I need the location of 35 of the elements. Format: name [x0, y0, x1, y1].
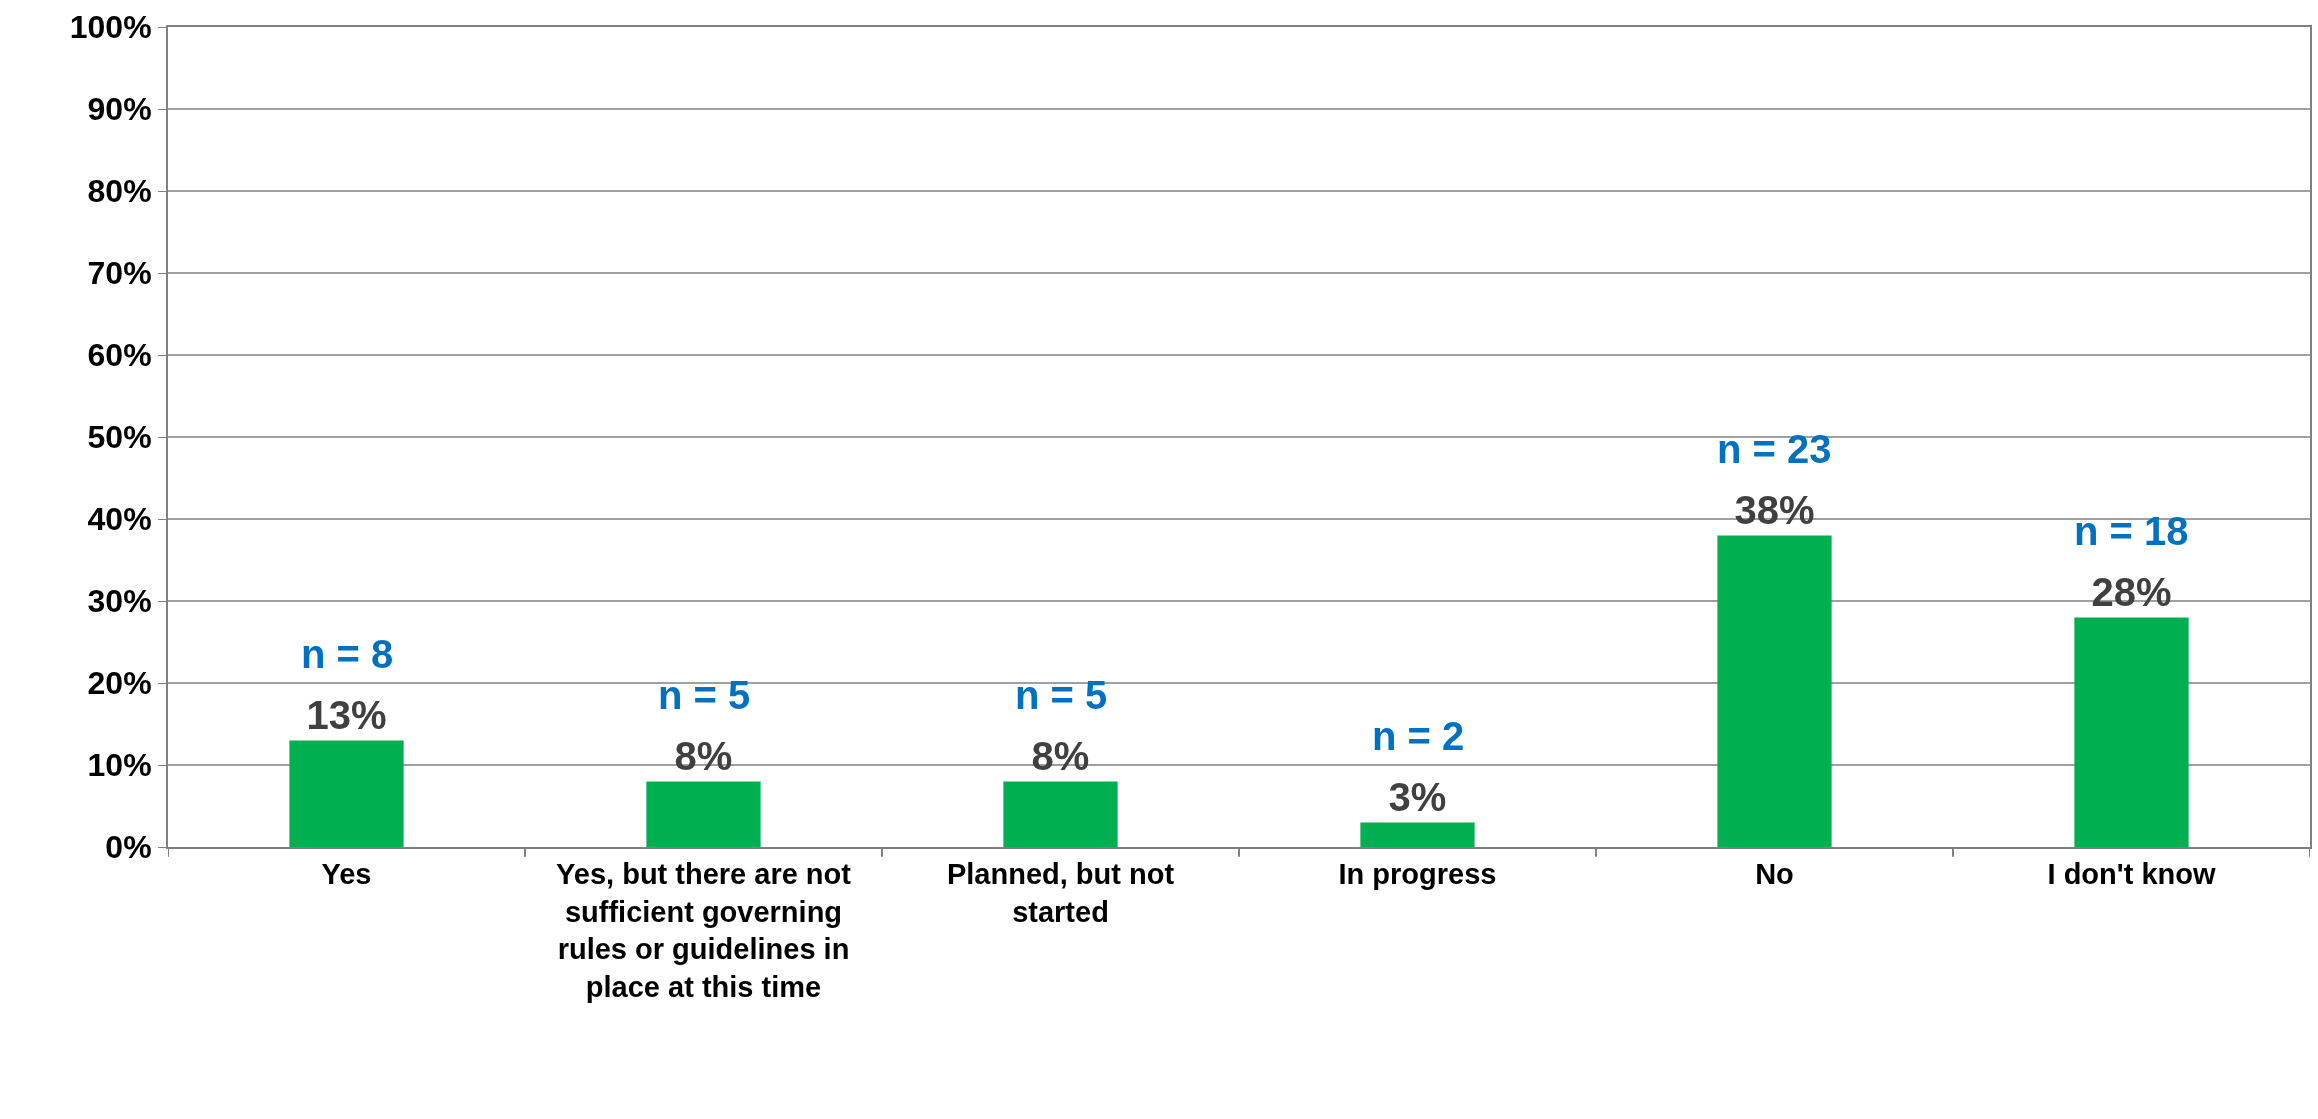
bar: [1360, 822, 1475, 847]
bar: [1003, 781, 1118, 847]
y-tick-label: 80%: [87, 173, 152, 210]
data-label: 8%: [674, 734, 733, 779]
y-tick-label: 100%: [69, 9, 152, 46]
data-label: 13%: [306, 693, 387, 738]
x-tick-label: I don't know: [2047, 857, 2216, 890]
x-tick-label: Yes: [321, 857, 372, 890]
annotation: n = 5: [1015, 673, 1108, 717]
annotation: n = 18: [2074, 509, 2189, 553]
y-tick-label: 90%: [87, 91, 152, 128]
y-tick-label: 70%: [87, 255, 152, 292]
y-tick-label: 0%: [105, 829, 152, 866]
bar: [646, 781, 761, 847]
y-tick-label: 20%: [87, 665, 152, 702]
x-tick-label: Yes, but there are not sufficient governing rules or guidelines in place at this time: [556, 857, 852, 1003]
bar: [289, 740, 404, 847]
y-tick-label: 60%: [87, 337, 152, 374]
x-tick-label: In progress: [1338, 857, 1497, 890]
bar: [1717, 535, 1832, 847]
y-tick-label: 50%: [87, 419, 152, 456]
x-tick-label: No: [1755, 857, 1794, 890]
annotation: n = 2: [1372, 714, 1465, 758]
data-label: 3%: [1388, 775, 1447, 820]
bar: [2074, 617, 2189, 847]
y-tick-label: 40%: [87, 501, 152, 538]
data-label: 38%: [1734, 488, 1815, 533]
data-label: 8%: [1031, 734, 1090, 779]
y-tick-label: 10%: [87, 747, 152, 784]
y-tick-label: 30%: [87, 583, 152, 620]
data-label: 28%: [2091, 570, 2172, 615]
annotation: n = 8: [301, 632, 394, 676]
x-tick-label: Planned, but not started: [946, 857, 1175, 928]
annotation: n = 23: [1717, 427, 1832, 471]
annotation: n = 5: [658, 673, 751, 717]
